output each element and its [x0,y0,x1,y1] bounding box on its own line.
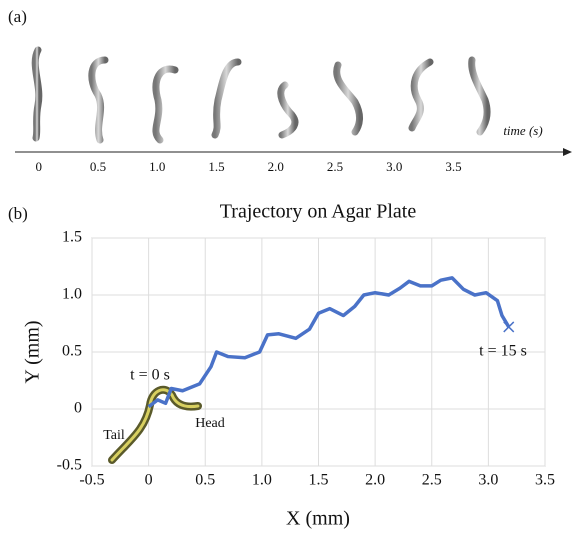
end-marker [503,321,515,333]
annotation: t = 15 s [479,343,527,360]
x-tick-label: 3.0 [478,472,498,489]
x-tick-label: 0 [35,159,42,174]
chart-title: Trajectory on Agar Plate [220,201,417,223]
y-tick-label: 0 [74,400,82,417]
trajectory-line [147,276,511,409]
y-tick-label: 1.0 [62,286,82,303]
x-tick-label: 1.5 [309,472,329,489]
x-tick-label: 0 [145,472,153,489]
axis-arrow [563,148,572,156]
x-tick-label: 2.5 [422,472,442,489]
worm-image [108,385,202,464]
axis-label: Y (mm) [22,320,44,383]
x-tick-label: 3.5 [445,159,461,174]
axis-label: time (s) [503,123,542,138]
panel-label: (b) [8,204,28,223]
annotation: Head [195,416,225,431]
x-tick-label: 2.0 [268,159,284,174]
x-tick-label: 1.5 [208,159,224,174]
y-tick-label: 0.5 [62,343,82,360]
y-tick-label: -0.5 [57,457,82,474]
x-tick-label: -0.5 [79,472,104,489]
x-tick-label: 2.5 [327,159,343,174]
panel-label: (a) [8,7,27,26]
annotation: t = 0 s [130,367,170,384]
x-tick-label: 3.5 [535,472,555,489]
annotation: Tail [103,428,125,443]
y-tick-label: 1.5 [62,229,82,246]
worm-images [31,46,491,144]
x-tick-label: 3.0 [386,159,402,174]
axis-label: X (mm) [286,508,350,530]
x-tick-label: 1.0 [252,472,272,489]
x-tick-label: 0.5 [195,472,215,489]
x-tick-label: 0.5 [90,159,106,174]
x-tick-label: 1.0 [149,159,165,174]
x-tick-label: 2.0 [365,472,385,489]
